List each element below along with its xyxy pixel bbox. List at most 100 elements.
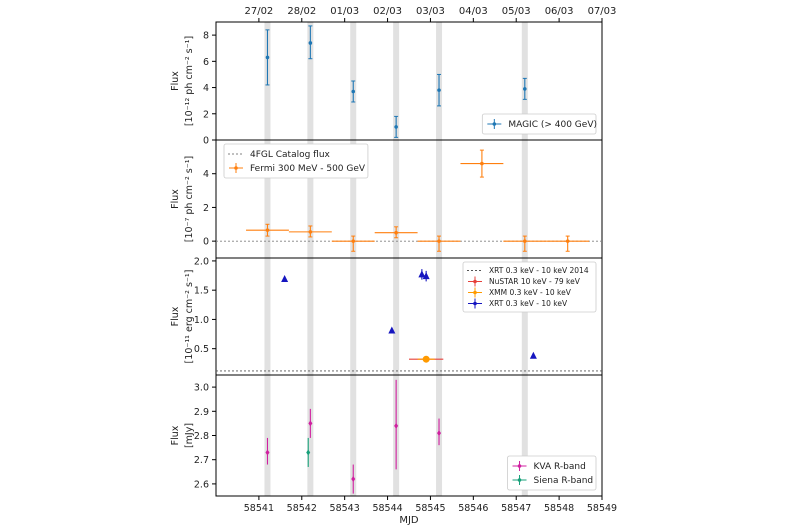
y-axis-tick-label: 1.0: [194, 315, 209, 326]
data-point-marker: [265, 55, 270, 60]
legend-swatch: [473, 279, 477, 284]
y-axis-tick-label: 2.9: [194, 407, 209, 418]
optical-diamond-marker: [394, 422, 399, 429]
top-axis-tick-label: 02/03: [373, 6, 402, 17]
legend-swatch: [517, 478, 522, 482]
legends: MAGIC (> 400 GeV) 4FGL Catalog flux Fermi …: [223, 113, 597, 491]
data-marks: [216, 25, 602, 494]
legend-label: MAGIC (> 400 GeV): [508, 120, 597, 130]
y-axis-tick-label: 0: [203, 136, 209, 147]
top-axis-tick-label: 07/03: [588, 6, 617, 17]
data-point-marker: [308, 41, 313, 45]
top-axis-tick-label: 05/03: [502, 6, 531, 17]
legend-swatch: [234, 166, 238, 170]
legend-label: XRT 0.3 keV - 10 keV 2014: [489, 266, 589, 275]
legend-label: XRT 0.3 keV - 10 keV: [489, 299, 568, 308]
y-axis-label-units: [10⁻¹² ph cm⁻² s⁻¹]: [184, 36, 195, 126]
y-axis-tick-label: 3.0: [194, 383, 209, 394]
xrt-triangle-marker: [422, 272, 430, 280]
y-axis-tick-label: 2: [203, 109, 209, 120]
legend-swatch: [517, 464, 522, 468]
y-axis-label: Flux: [170, 306, 181, 326]
panel-frames: [212, 18, 603, 500]
data-point-marker: [394, 230, 398, 235]
legend-box: [462, 261, 597, 313]
x-axis-tick-label: 58541: [244, 503, 274, 514]
data-point-marker: [523, 87, 527, 91]
top-axis-tick-label: 04/03: [459, 6, 488, 17]
legend-label: XMM 0.3 keV - 10 keV: [489, 288, 572, 297]
y-axis-tick-label: 0.5: [194, 344, 209, 355]
legend-swatch: [473, 290, 477, 295]
y-axis-tick-label: 2.6: [194, 479, 209, 490]
y-axis-tick-label: 8: [203, 31, 209, 42]
y-axis-tick-label: 6: [203, 57, 209, 68]
legend-box: [481, 113, 597, 135]
legend-label: Fermi 300 MeV - 500 GeV: [250, 164, 366, 174]
optical-diamond-marker: [437, 430, 442, 437]
data-point-marker: [265, 228, 270, 232]
x-axis-tick-label: 58545: [415, 503, 445, 514]
xrt-triangle-marker: [418, 270, 426, 278]
data-point-marker: [351, 89, 356, 94]
y-axis-label: Flux: [170, 189, 181, 209]
y-axis-tick-label: 2.7: [194, 455, 209, 466]
x-axis-tick-label: 58547: [501, 503, 531, 514]
legend-swatch: [473, 301, 477, 306]
optical-diamond-marker: [308, 420, 313, 427]
data-point-marker: [565, 239, 570, 243]
observation-band: [350, 22, 357, 496]
xrt-triangle-marker: [281, 275, 289, 283]
observation-bands: [264, 22, 528, 496]
y-axis-tick-label: 2.8: [194, 431, 209, 442]
observation-band: [436, 22, 443, 496]
xrt-triangle-marker: [388, 326, 396, 334]
data-point-marker: [437, 239, 441, 243]
y-axis-tick-label: 4: [203, 83, 209, 94]
optical-diamond-marker: [265, 449, 270, 456]
y-axis-tick-label: 2.0: [194, 256, 209, 267]
legend-label: NuSTAR 10 keV - 79 keV: [489, 277, 581, 286]
observation-band: [393, 22, 400, 496]
optical-diamond-marker: [351, 476, 356, 483]
data-point-marker: [394, 125, 398, 129]
legend-label: KVA R-band: [534, 462, 586, 472]
top-axis-tick-label: 27/02: [244, 6, 273, 17]
y-axis-label: Flux: [170, 425, 181, 445]
xmm-marker: [422, 355, 430, 363]
y-axis-label-units: [10⁻⁷ ph cm⁻² s⁻¹]: [184, 156, 195, 243]
observation-band: [307, 22, 314, 496]
y-axis-label-units: [mJy]: [184, 423, 195, 448]
x-axis-tick-label: 58549: [587, 503, 617, 514]
y-axis-tick-label: 2: [203, 203, 209, 214]
optical-diamond-marker: [306, 449, 311, 456]
top-axis-tick-label: 01/03: [330, 6, 359, 17]
data-point-marker: [437, 88, 441, 92]
legend-label: Siena R-band: [534, 476, 594, 486]
data-point-marker: [351, 239, 356, 243]
top-axis-tick-label: 28/02: [287, 6, 316, 17]
y-axis-tick-label: 1.5: [194, 286, 209, 297]
x-axis-tick-label: 58546: [458, 503, 488, 514]
y-axis-tick-label: 4: [203, 169, 209, 180]
legend-label: 4FGL Catalog flux: [250, 150, 331, 160]
legend-box: [223, 143, 369, 179]
top-axis-tick-label: 03/03: [416, 6, 445, 17]
top-axis-tick-label: 06/03: [545, 6, 574, 17]
data-point-marker: [308, 230, 313, 234]
data-point-marker: [480, 161, 484, 166]
y-axis-label: Flux: [170, 71, 181, 91]
legend-swatch: [492, 122, 497, 126]
x-axis-label: MJD: [399, 515, 419, 526]
y-axis-label-units: [10⁻¹¹ erg cm⁻² s⁻¹]: [184, 270, 195, 364]
y-axis-tick-label: 0: [203, 237, 209, 248]
x-axis-tick-label: 58542: [287, 503, 317, 514]
data-point-marker: [523, 239, 527, 243]
x-axis-tick-label: 58544: [372, 503, 402, 514]
legend-box: [507, 455, 597, 491]
x-axis-tick-label: 58543: [330, 503, 360, 514]
x-axis-tick-label: 58548: [544, 503, 574, 514]
axis-text: 27/02 28/02 01/03 02/03 03/03 04/03 05/03 06/03…: [170, 6, 617, 526]
observation-band: [521, 22, 528, 496]
